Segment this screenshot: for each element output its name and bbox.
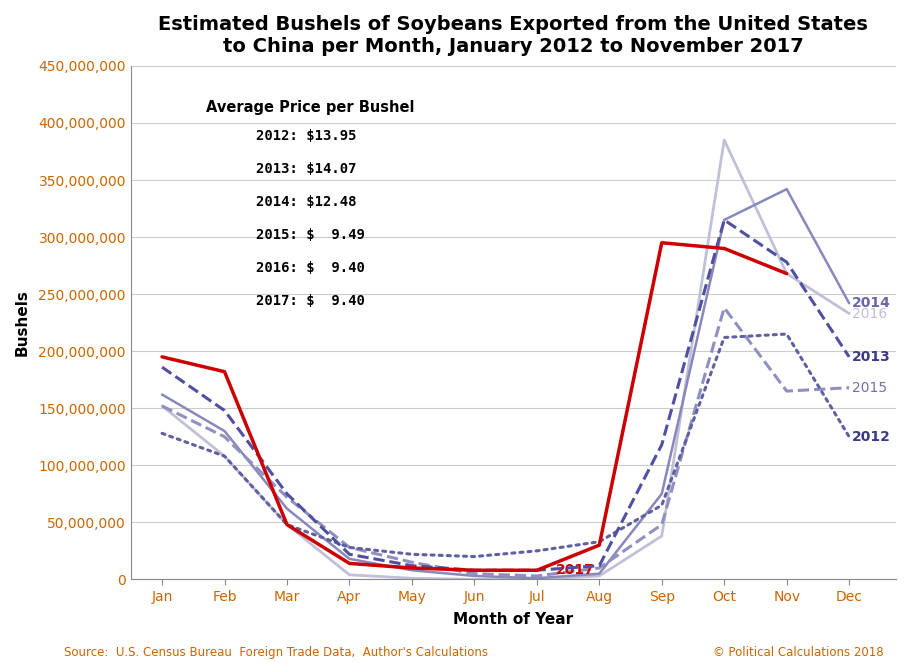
Text: 2012: $13.95: 2012: $13.95 [256,128,356,142]
Text: 2017: 2017 [556,563,594,577]
Text: 2013: 2013 [853,350,891,364]
Text: 2012: 2012 [853,430,891,444]
Title: Estimated Bushels of Soybeans Exported from the United States
to China per Month: Estimated Bushels of Soybeans Exported f… [159,15,868,56]
Y-axis label: Bushels: Bushels [15,289,30,356]
X-axis label: Month of Year: Month of Year [454,612,573,627]
Text: 2016: $  9.40: 2016: $ 9.40 [256,261,364,275]
Text: Source:  U.S. Census Bureau  Foreign Trade Data,  Author's Calculations: Source: U.S. Census Bureau Foreign Trade… [64,645,487,659]
Text: © Political Calculations 2018: © Political Calculations 2018 [713,645,884,659]
Text: 2014: 2014 [853,296,891,310]
Text: Average Price per Bushel: Average Price per Bushel [206,100,415,115]
Text: 2014: $12.48: 2014: $12.48 [256,195,356,209]
Text: 2017: $  9.40: 2017: $ 9.40 [256,294,364,308]
Text: 2016: 2016 [853,307,887,320]
Text: 2013: $14.07: 2013: $14.07 [256,162,356,175]
Text: 2015: $  9.49: 2015: $ 9.49 [256,228,364,242]
Text: 2015: 2015 [853,381,887,395]
